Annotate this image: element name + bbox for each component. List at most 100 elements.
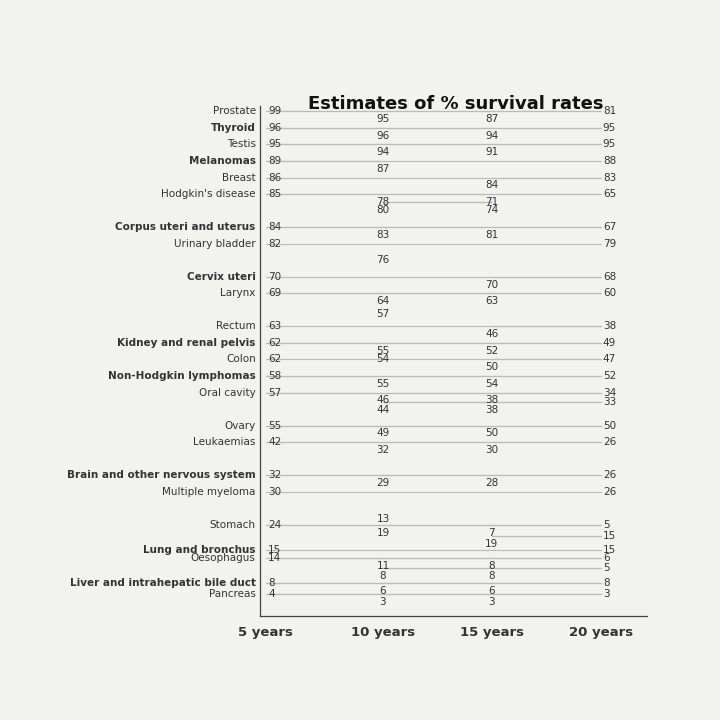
Text: Oral cavity: Oral cavity (199, 387, 256, 397)
Text: 28: 28 (485, 478, 498, 488)
Text: 94: 94 (485, 130, 498, 140)
Text: Testis: Testis (227, 140, 256, 150)
Text: 63: 63 (268, 321, 282, 331)
Text: 29: 29 (377, 478, 390, 488)
Text: 8: 8 (488, 571, 495, 580)
Text: 55: 55 (268, 420, 282, 431)
Text: 74: 74 (485, 205, 498, 215)
Text: 50: 50 (603, 420, 616, 431)
Text: 67: 67 (603, 222, 616, 232)
Text: Colon: Colon (226, 354, 256, 364)
Text: 70: 70 (485, 279, 498, 289)
Text: Lung and bronchus: Lung and bronchus (143, 545, 256, 554)
Text: Kidney and renal pelvis: Kidney and renal pelvis (117, 338, 256, 348)
Text: 89: 89 (268, 156, 282, 166)
Text: 15: 15 (268, 545, 282, 554)
Text: Corpus uteri and uterus: Corpus uteri and uterus (115, 222, 256, 232)
Text: 54: 54 (485, 379, 498, 389)
Text: 38: 38 (485, 405, 498, 415)
Text: 30: 30 (268, 487, 281, 497)
Text: Multiple myeloma: Multiple myeloma (162, 487, 256, 497)
Text: 5: 5 (603, 520, 609, 530)
Text: 96: 96 (268, 123, 282, 133)
Text: 15: 15 (603, 545, 616, 554)
Text: 76: 76 (377, 255, 390, 265)
Text: 86: 86 (268, 173, 282, 182)
Text: 15 years: 15 years (460, 626, 523, 639)
Text: Larynx: Larynx (220, 288, 256, 298)
Text: Estimates of % survival rates: Estimates of % survival rates (307, 95, 603, 113)
Text: 32: 32 (268, 470, 282, 480)
Text: Rectum: Rectum (216, 321, 256, 331)
Text: 52: 52 (603, 371, 616, 381)
Text: 65: 65 (603, 189, 616, 199)
Text: 5 years: 5 years (238, 626, 293, 639)
Text: Brain and other nervous system: Brain and other nervous system (67, 470, 256, 480)
Text: 68: 68 (603, 271, 616, 282)
Text: 46: 46 (485, 329, 498, 339)
Text: 24: 24 (268, 520, 282, 530)
Text: 38: 38 (603, 321, 616, 331)
Text: Hodgkin's disease: Hodgkin's disease (161, 189, 256, 199)
Text: 71: 71 (485, 197, 498, 207)
Text: 3: 3 (379, 597, 386, 607)
Text: 84: 84 (485, 180, 498, 190)
Text: Urinary bladder: Urinary bladder (174, 238, 256, 248)
Text: 19: 19 (377, 528, 390, 538)
Text: 8: 8 (379, 571, 386, 580)
Text: 8: 8 (268, 577, 274, 588)
Text: 81: 81 (603, 107, 616, 117)
Text: 80: 80 (377, 205, 390, 215)
Text: Melanomas: Melanomas (189, 156, 256, 166)
Text: 4: 4 (268, 590, 274, 599)
Text: 70: 70 (268, 271, 281, 282)
Text: Liver and intrahepatic bile duct: Liver and intrahepatic bile duct (70, 577, 256, 588)
Text: 33: 33 (603, 397, 616, 408)
Text: 55: 55 (377, 346, 390, 356)
Text: 94: 94 (377, 147, 390, 157)
Text: 26: 26 (603, 487, 616, 497)
Text: Oesophagus: Oesophagus (191, 553, 256, 563)
Text: 3: 3 (488, 597, 495, 607)
Text: 57: 57 (377, 310, 390, 319)
Text: 47: 47 (603, 354, 616, 364)
Text: 58: 58 (268, 371, 282, 381)
Text: 30: 30 (485, 445, 498, 455)
Text: 95: 95 (603, 140, 616, 150)
Text: 57: 57 (268, 387, 282, 397)
Text: 44: 44 (377, 405, 390, 415)
Text: 7: 7 (488, 528, 495, 538)
Text: 87: 87 (485, 114, 498, 124)
Text: 52: 52 (485, 346, 498, 356)
Text: 64: 64 (377, 296, 390, 306)
Text: 26: 26 (603, 437, 616, 447)
Text: 78: 78 (377, 197, 390, 207)
Text: 62: 62 (268, 354, 282, 364)
Text: Thyroid: Thyroid (211, 123, 256, 133)
Text: Breast: Breast (222, 173, 256, 182)
Text: 95: 95 (268, 140, 282, 150)
Text: 87: 87 (377, 163, 390, 174)
Text: 50: 50 (485, 362, 498, 372)
Text: 69: 69 (268, 288, 282, 298)
Text: Pancreas: Pancreas (209, 590, 256, 599)
Text: 49: 49 (603, 338, 616, 348)
Text: 26: 26 (603, 470, 616, 480)
Text: 19: 19 (485, 539, 498, 549)
Text: 13: 13 (377, 514, 390, 524)
Text: 60: 60 (603, 288, 616, 298)
Text: 63: 63 (485, 296, 498, 306)
Text: Prostate: Prostate (212, 107, 256, 117)
Text: 42: 42 (268, 437, 282, 447)
Text: 32: 32 (377, 445, 390, 455)
Text: 95: 95 (603, 123, 616, 133)
Text: 8: 8 (488, 561, 495, 571)
Text: 54: 54 (377, 354, 390, 364)
Text: 49: 49 (377, 428, 390, 438)
Text: Cervix uteri: Cervix uteri (187, 271, 256, 282)
Text: 14: 14 (268, 553, 282, 563)
Text: 50: 50 (485, 428, 498, 438)
Text: 34: 34 (603, 387, 616, 397)
Text: 81: 81 (485, 230, 498, 240)
Text: 6: 6 (488, 585, 495, 595)
